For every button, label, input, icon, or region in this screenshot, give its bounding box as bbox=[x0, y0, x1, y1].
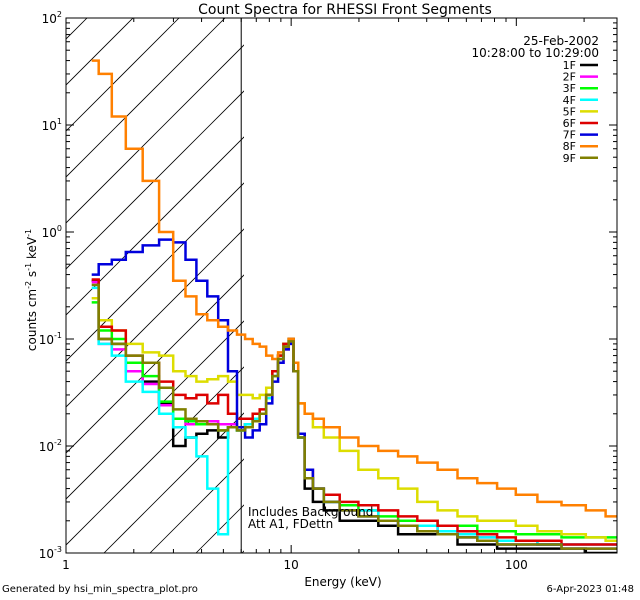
hatch-line bbox=[66, 18, 226, 178]
time-range-label: 10:28:00 to 10:29:00 bbox=[472, 46, 599, 60]
date-label: 25-Feb-2002 bbox=[523, 34, 599, 48]
legend-label-9F: 9F bbox=[563, 152, 576, 165]
y-tick-label: 10-3 bbox=[39, 545, 62, 561]
series-line-9F bbox=[91, 283, 617, 550]
x-tick-label: 10 bbox=[284, 558, 299, 572]
series-line-6F bbox=[91, 278, 617, 546]
annotation-background: Includes Background bbox=[248, 505, 373, 519]
hatch-line bbox=[66, 366, 244, 546]
hatch-line bbox=[66, 182, 244, 362]
legend-label-2F: 2F bbox=[563, 71, 576, 84]
legend-label-8F: 8F bbox=[563, 140, 576, 153]
y-tick-label: 101 bbox=[42, 117, 62, 133]
hatch-line bbox=[149, 458, 244, 553]
x-axis: 1 10 100 bbox=[62, 18, 585, 572]
x-tick-label: 1 bbox=[62, 558, 70, 572]
hatched-region bbox=[66, 0, 640, 553]
x-axis-label: Energy (keV) bbox=[304, 575, 381, 589]
hatch-line bbox=[66, 320, 244, 500]
y-tick-label: 100 bbox=[42, 224, 62, 240]
y-axis-label: counts cm-2 s-1 keV-1 bbox=[24, 229, 39, 351]
hatch-line bbox=[66, 18, 134, 86]
chart-title: Count Spectra for RHESSI Front Segments bbox=[198, 2, 492, 18]
plot-frame bbox=[65, 17, 618, 554]
y-tick-label: 10-2 bbox=[39, 438, 62, 454]
legend-label-4F: 4F bbox=[563, 94, 576, 107]
hatch-line bbox=[103, 412, 244, 553]
hatch-line bbox=[66, 90, 244, 270]
generated-by-label: Generated by hsi_min_spectra_plot.pro bbox=[2, 584, 198, 595]
legend-label-1F: 1F bbox=[563, 59, 576, 72]
y-tick-label: 102 bbox=[42, 10, 62, 26]
x-tick-label: 100 bbox=[505, 558, 528, 572]
y-tick-label: 10-1 bbox=[39, 331, 62, 347]
hatch-line bbox=[66, 44, 244, 224]
hatch-line bbox=[288, 0, 640, 553]
hatch-line bbox=[66, 228, 244, 408]
series-layer bbox=[91, 59, 617, 553]
legend-label-5F: 5F bbox=[563, 105, 576, 118]
legend-label-7F: 7F bbox=[563, 129, 576, 142]
y-axis: 10-3 10-2 10-1 100 101 102 bbox=[39, 10, 617, 561]
legend-label-3F: 3F bbox=[563, 82, 576, 95]
timestamp-label: 6-Apr-2023 01:48 bbox=[546, 584, 634, 595]
legend-label-6F: 6F bbox=[563, 117, 576, 130]
hatch-line bbox=[66, 136, 244, 316]
series-line-8F bbox=[91, 59, 617, 518]
annotation-attenuator: Att A1, FDettn bbox=[248, 517, 333, 531]
